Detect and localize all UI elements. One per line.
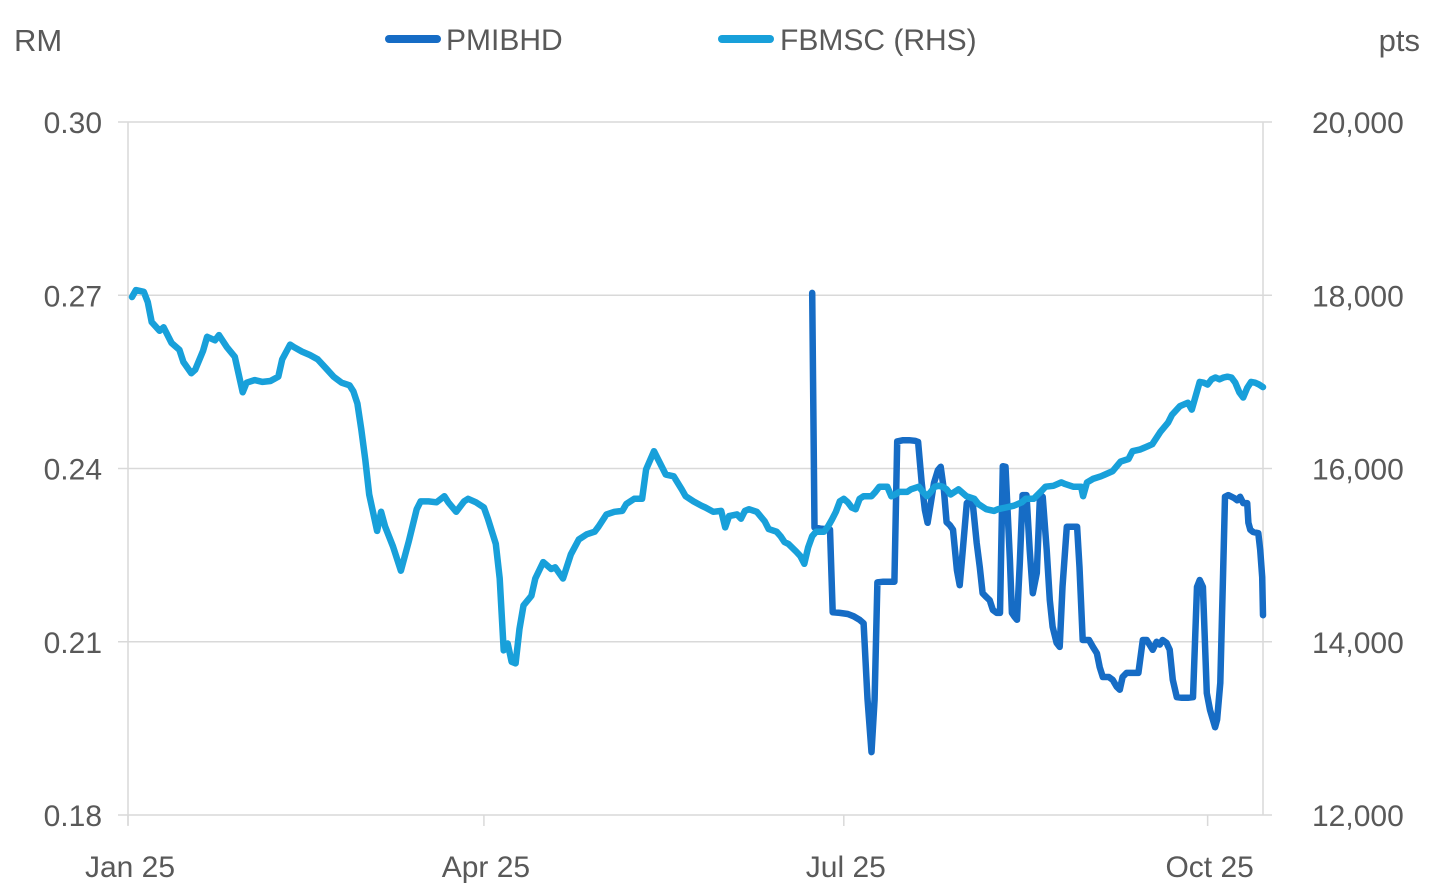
left-axis-tick-label: 0.27 xyxy=(44,280,102,313)
tick-labels: 0.30 20,000 0.27 18,000 0.24 16,000 0.21 14,000… xyxy=(44,107,1404,884)
left-axis-tick-label: 0.24 xyxy=(44,454,102,487)
left-axis-tick-label: 0.21 xyxy=(44,627,102,660)
x-axis-tick-label: Jan 25 xyxy=(85,851,175,884)
fbmsc-line xyxy=(128,286,1267,667)
right-axis-tick-label: 20,000 xyxy=(1312,107,1404,140)
axis-lines-and-ticks xyxy=(118,121,1264,826)
left-axis-tick-label: 0.18 xyxy=(44,800,102,833)
right-axis-tick-label: 14,000 xyxy=(1312,627,1404,660)
legend-label-fbmsc: FBMSC (RHS) xyxy=(780,24,977,57)
series-lines xyxy=(128,286,1267,756)
legend: PMIBHD FBMSC (RHS) xyxy=(385,24,977,57)
left-axis-tick-label: 0.30 xyxy=(44,107,102,140)
legend-label-pmibhd: PMIBHD xyxy=(446,24,563,57)
x-axis-tick-label: Jul 25 xyxy=(806,851,886,884)
x-axis-tick-label: Apr 25 xyxy=(442,851,530,884)
x-axis-tick-label: Oct 25 xyxy=(1165,851,1253,884)
left-axis-unit-label: RM xyxy=(14,23,62,58)
right-axis-tick-label: 12,000 xyxy=(1312,800,1404,833)
pmibhd-line xyxy=(808,289,1267,756)
right-axis-unit-label: pts xyxy=(1379,23,1420,58)
right-axis-tick-label: 16,000 xyxy=(1312,454,1404,487)
gridlines xyxy=(128,121,1272,816)
right-axis-tick-label: 18,000 xyxy=(1312,280,1404,313)
